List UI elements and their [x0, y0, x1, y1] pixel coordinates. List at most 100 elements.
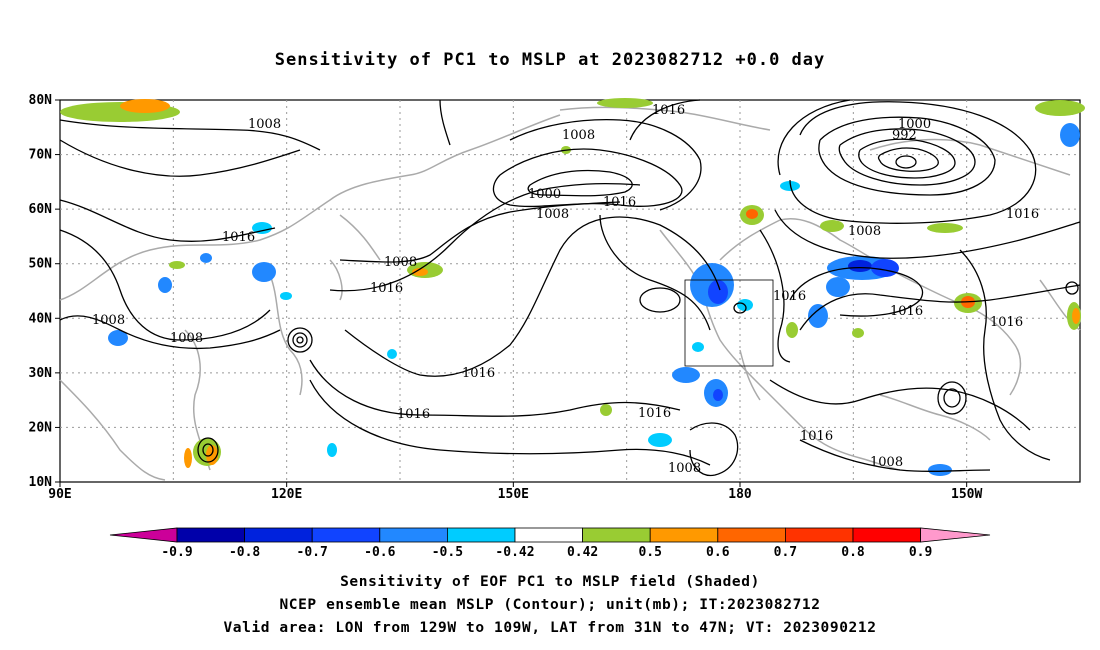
contour-label: 1008: [536, 207, 569, 222]
shade-patch: [1035, 100, 1085, 116]
contour-label: 1016: [462, 366, 495, 381]
shade-patch: [713, 389, 723, 401]
mslp-contours: [59, 99, 1081, 477]
shade-patch: [412, 268, 428, 276]
contour-label: 1016: [773, 289, 806, 304]
colorbar-tick-label: 0.42: [567, 545, 598, 560]
lon-label: 150W: [951, 487, 982, 502]
sensitivity-shading: [60, 98, 1085, 476]
shade-patch: [848, 260, 872, 272]
shade-patch: [746, 209, 758, 219]
colorbar-box: [582, 527, 651, 543]
colorbar-box: [446, 527, 516, 543]
shade-patch: [387, 349, 397, 359]
colorbar-tick-label: 0.8: [841, 545, 865, 560]
shade-patch: [1072, 308, 1080, 324]
caption-line-3: Valid area: LON from 129W to 109W, LAT f…: [223, 620, 877, 636]
caption-line-2: NCEP ensemble mean MSLP (Contour); unit(…: [279, 597, 821, 613]
shade-patch: [597, 98, 653, 108]
colorbar-box: [717, 527, 786, 543]
contour-label: 992: [892, 128, 917, 143]
shade-patch: [200, 253, 212, 263]
colorbar-tick-label: -0.6: [364, 545, 395, 560]
lat-label: 60N: [29, 202, 53, 217]
colorbar-tick-label: -0.5: [432, 545, 463, 560]
colorbar-tick-label: 0.7: [774, 545, 797, 560]
contour-label: 1008: [384, 255, 417, 270]
lon-label: 180: [728, 487, 752, 502]
caption-line-1: Sensitivity of EOF PC1 to MSLP field (Sh…: [340, 574, 760, 590]
contour-label: 1016: [370, 281, 403, 296]
contour-label: 1016: [638, 406, 671, 421]
shade-patch: [252, 222, 272, 234]
shade-patch: [280, 292, 292, 300]
contour-label: 1008: [92, 313, 125, 328]
colorbar-end-high: [920, 527, 991, 543]
contour-label: 1008: [562, 128, 595, 143]
colorbar-box: [785, 527, 854, 543]
contour-label: 1000: [528, 187, 561, 202]
colorbar-tick-label: -0.42: [495, 545, 534, 560]
lat-label: 30N: [29, 366, 53, 381]
colorbar-box: [176, 527, 245, 543]
contour-label: 1016: [890, 304, 923, 319]
shade-patch: [692, 342, 704, 352]
shade-patch: [871, 259, 899, 277]
map-frame: [59, 99, 1081, 483]
shade-patch: [184, 448, 192, 468]
contour-label: 1000: [898, 117, 931, 132]
shade-patch: [600, 404, 612, 416]
colorbar-tick-labels: -0.9 -0.8 -0.7 -0.6 -0.5 -0.42 0.42 0.5 0.6 0.7 0.…: [161, 545, 932, 560]
shade-patch: [206, 445, 218, 465]
shade-patch: [120, 99, 170, 113]
contour-label: 1008: [248, 117, 281, 132]
colorbar-box: [379, 527, 448, 543]
shade-patch: [672, 367, 700, 383]
colorbar-tick-label: -0.7: [297, 545, 328, 560]
longitude-labels: 90E120E150E180150W120W90W60W: [48, 482, 982, 502]
contour-label: 1016: [1006, 207, 1039, 222]
colorbar-box: [311, 527, 381, 543]
contour-label: 1016: [222, 230, 255, 245]
colorbar-tick-label: -0.9: [161, 545, 192, 560]
contour-label: 1016: [652, 103, 685, 118]
lat-label: 80N: [29, 93, 53, 108]
lat-label: 20N: [29, 420, 53, 435]
colorbar-box: [244, 527, 313, 543]
colorbar-box: [852, 527, 921, 543]
shade-patch: [927, 223, 963, 233]
contour-label: 1008: [870, 455, 903, 470]
lon-label: 90E: [48, 487, 71, 502]
shade-patch: [108, 330, 128, 346]
colorbar-box: [514, 527, 583, 543]
colorbar-box: [649, 527, 719, 543]
shade-patch: [169, 261, 185, 269]
shade-patch: [1060, 123, 1080, 147]
shade-patch: [928, 464, 952, 476]
contour-label: 1008: [170, 331, 203, 346]
shade-patch: [327, 443, 337, 457]
contour-label: 1016: [990, 315, 1023, 330]
lat-label: 70N: [29, 148, 53, 163]
colorbar-end-low: [109, 527, 178, 543]
lon-label: 150E: [498, 487, 529, 502]
valid-area-box: [684, 279, 774, 367]
colorbar-tick-label: 0.9: [909, 545, 932, 560]
shade-patch: [648, 433, 672, 447]
colorbar-tick-label: -0.8: [229, 545, 260, 560]
lat-label: 10N: [29, 475, 53, 490]
contour-labels: 1008 1008 1016 1008 1008 1000 1008 1016 …: [92, 103, 1039, 476]
contour-label: 1008: [668, 461, 701, 476]
lon-label: 120E: [271, 487, 302, 502]
map-title: Sensitivity of PC1 to MSLP at 2023082712…: [274, 50, 826, 70]
lat-label: 40N: [29, 311, 53, 326]
shade-patch: [786, 322, 798, 338]
contour-label: 1016: [603, 195, 636, 210]
shade-patch: [852, 328, 864, 338]
shade-patch: [158, 277, 172, 293]
shade-patch: [820, 220, 844, 232]
contour-label: 1016: [800, 429, 833, 444]
colorbar-tick-label: 0.5: [638, 545, 661, 560]
colorbar: [109, 527, 991, 543]
